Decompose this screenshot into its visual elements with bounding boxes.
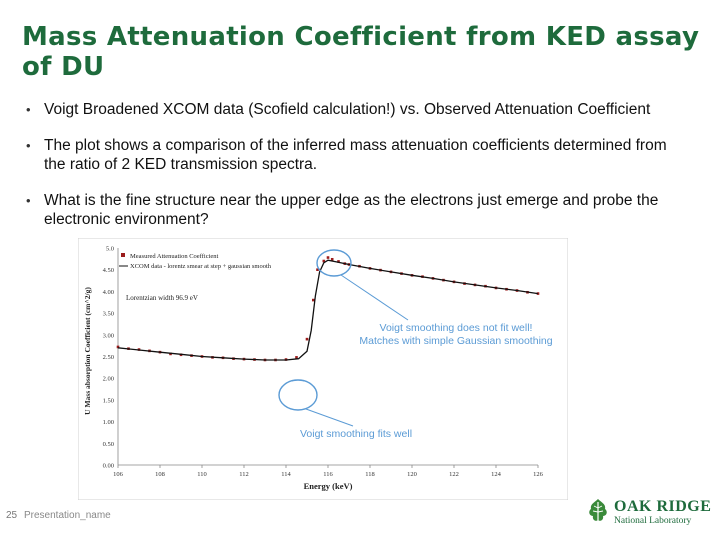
measured-point: [295, 356, 298, 359]
measured-point: [330, 257, 334, 261]
bullet-item: • What is the fine structure near the upp…: [26, 191, 686, 229]
measured-point: [312, 298, 315, 302]
measured-point: [337, 260, 340, 263]
upper-callout-pointer: [340, 274, 409, 321]
x-tick-label: 118: [365, 471, 375, 478]
y-tick-label: 4.00: [103, 289, 114, 296]
lorentzian-width-label: Lorentzian width 96.9 eV: [126, 294, 198, 302]
lower-callout-text: Voigt smoothing fits well: [300, 428, 412, 440]
legend-label-xcom: XCOM data - lorentz smear at step + gaus…: [130, 263, 272, 270]
legend-marker-measured: [121, 253, 125, 257]
slide-title: Mass Attenuation Coefficient from KED as…: [22, 22, 700, 82]
bullet-dot: •: [26, 138, 31, 153]
chart-frame: [78, 238, 568, 500]
measured-point: [116, 345, 120, 349]
x-tick-label: 114: [281, 471, 291, 478]
bullet-text: Voigt Broadened XCOM data (Scofield calc…: [44, 101, 651, 118]
y-tick-label: 1.00: [103, 419, 114, 426]
lower-callout-pointer: [305, 408, 354, 427]
measured-point: [316, 268, 319, 271]
bullet-list: • Voigt Broadened XCOM data (Scofield cal…: [26, 100, 686, 246]
x-axis-label: Energy (keV): [304, 481, 353, 491]
x-tick-label: 120: [407, 471, 417, 478]
legend-label-measured: Measured Attenuation Coefficient: [130, 253, 219, 260]
bullet-dot: •: [26, 193, 31, 208]
x-tick-label: 126: [533, 471, 544, 478]
x-tick-label: 116: [323, 471, 333, 478]
x-tick-label: 108: [155, 471, 165, 478]
y-tick-label: 2.00: [103, 376, 114, 383]
x-tick-label: 124: [491, 471, 502, 478]
presentation-name: Presentation_name: [24, 510, 111, 521]
logo-text-line1: OAK RIDGE: [614, 498, 712, 515]
y-tick-label: 2.50: [103, 354, 114, 361]
bullet-text: The plot shows a comparison of the infer…: [44, 137, 667, 173]
page-number: 25: [6, 510, 18, 521]
upper-callout-line2: Matches with simple Gaussian smoothing: [359, 335, 552, 347]
measured-point: [322, 259, 326, 263]
x-tick-group: 106 108 110 112 114 116 118 120 122 124 126: [113, 465, 544, 478]
lower-edge-highlight-circle: [278, 379, 318, 411]
y-tick-label: 1.50: [103, 397, 114, 404]
x-tick-label: 122: [449, 471, 459, 478]
oak-ridge-logo: OAK RIDGE National Laboratory: [586, 496, 716, 530]
y-tick-label: 5.0: [106, 246, 114, 253]
y-axis-label: U Mass absorption Coefficient (cm^2/g): [83, 287, 92, 415]
oak-leaf-icon: [589, 499, 607, 525]
bullet-item: • The plot shows a comparison of the infe…: [26, 136, 686, 174]
upper-callout-line1: Voigt smoothing does not fit well!: [380, 322, 533, 334]
y-tick-label: 4.50: [103, 267, 114, 274]
xcom-series-line: [117, 259, 539, 361]
logo-text-line2: National Laboratory: [614, 516, 692, 526]
bullet-dot: •: [26, 102, 31, 117]
upper-edge-highlight-circle: [316, 249, 352, 277]
x-tick-label: 110: [197, 471, 207, 478]
bullet-text: What is the fine structure near the uppe…: [44, 192, 659, 228]
x-tick-label: 106: [113, 471, 124, 478]
y-tick-label: 0.50: [103, 441, 114, 448]
y-tick-label: 0.00: [103, 463, 114, 470]
x-tick-label: 112: [239, 471, 249, 478]
measured-point: [305, 337, 309, 341]
bullet-item: • Voigt Broadened XCOM data (Scofield cal…: [26, 100, 686, 119]
attenuation-chart: 0.00 0.50 1.00 1.50 2.00 2.50 3.00 3.50 4.00 4.50…: [78, 238, 568, 500]
measured-point: [326, 256, 330, 259]
y-tick-group: 0.00 0.50 1.00 1.50 2.00 2.50 3.00 3.50 4.00 4.50…: [103, 246, 114, 470]
y-tick-label: 3.00: [103, 332, 114, 339]
chart-legend: Measured Attenuation Coefficient XCOM da…: [119, 253, 272, 270]
y-tick-label: 3.50: [103, 311, 114, 318]
